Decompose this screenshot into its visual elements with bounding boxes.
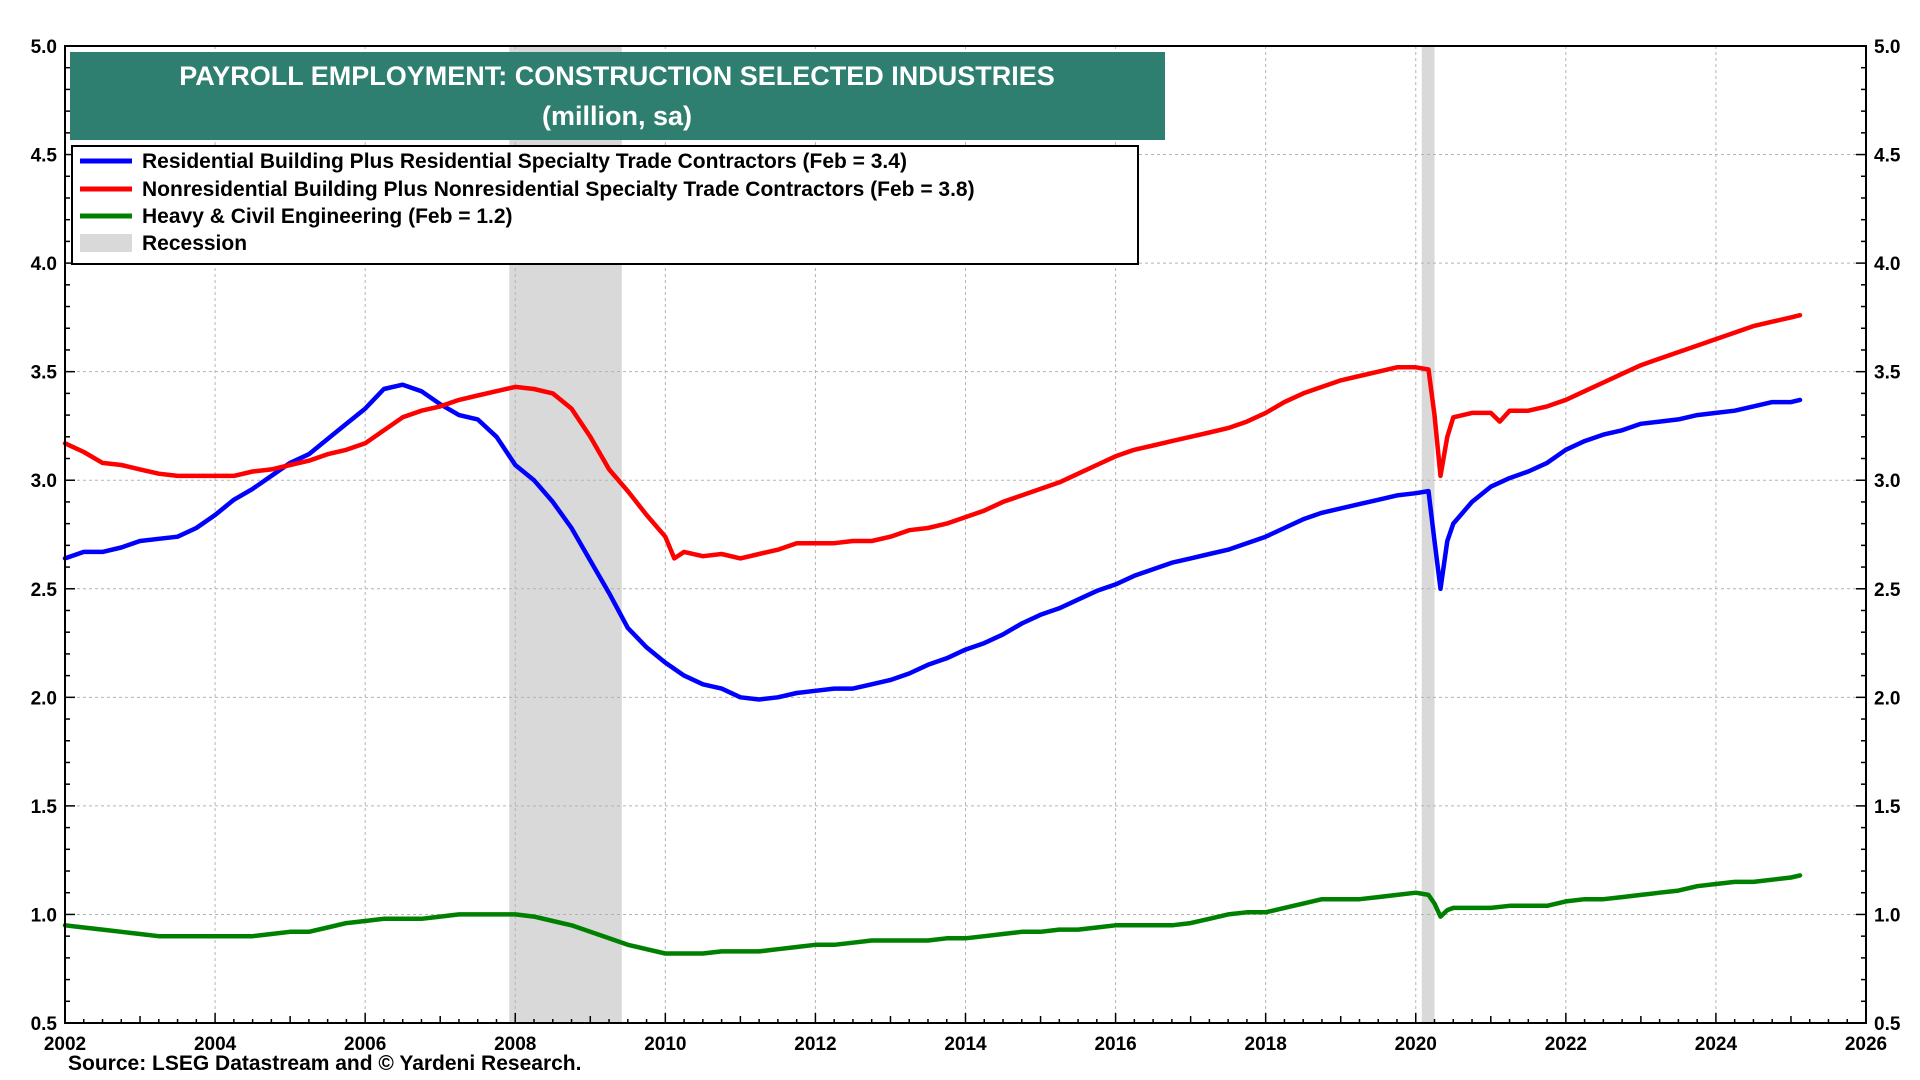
x-tick-label: 2024 bbox=[1695, 1034, 1738, 1055]
legend-label-2: Nonresidential Building Plus Nonresident… bbox=[142, 178, 975, 201]
x-tick-label: 2010 bbox=[644, 1034, 686, 1055]
x-tick-label: 2004 bbox=[194, 1034, 237, 1055]
y-tick-label-left: 3.0 bbox=[31, 471, 57, 492]
legend-label-3: Heavy & Civil Engineering (Feb = 1.2) bbox=[142, 205, 513, 228]
y-tick-label-right: 1.5 bbox=[1874, 797, 1901, 818]
x-tick-label: 2008 bbox=[494, 1034, 536, 1055]
x-tick-label: 2012 bbox=[794, 1034, 836, 1055]
x-tick-label: 2020 bbox=[1395, 1034, 1437, 1055]
x-tick-label: 2016 bbox=[1094, 1034, 1136, 1055]
source-note: Source: LSEG Datastream and © Yardeni Re… bbox=[68, 1052, 581, 1075]
x-tick-label: 2006 bbox=[344, 1034, 386, 1055]
y-tick-label-right: 2.5 bbox=[1874, 580, 1901, 601]
y-tick-label-left: 0.5 bbox=[31, 1014, 58, 1035]
y-tick-label-left: 2.0 bbox=[31, 688, 57, 709]
y-tick-label-left: 3.5 bbox=[31, 363, 58, 384]
legend-box bbox=[71, 145, 1139, 265]
series-line-1 bbox=[62, 382, 1803, 702]
y-tick-label-right: 4.0 bbox=[1874, 254, 1900, 275]
x-tick-label: 2014 bbox=[944, 1034, 987, 1055]
chart-title-box: PAYROLL EMPLOYMENT: CONSTRUCTION SELECTE… bbox=[70, 52, 1165, 140]
x-tick-label: 2018 bbox=[1245, 1034, 1287, 1055]
y-tick-label-right: 3.0 bbox=[1874, 471, 1900, 492]
legend-label-recession: Recession bbox=[142, 232, 247, 255]
y-tick-label-left: 5.0 bbox=[31, 37, 57, 58]
x-tick-label: 2002 bbox=[44, 1034, 86, 1055]
series-line-3 bbox=[62, 873, 1803, 956]
y-tick-label-left: 4.0 bbox=[31, 254, 57, 275]
recession-band-2 bbox=[1421, 46, 1435, 1023]
legend-label-1: Residential Building Plus Residential Sp… bbox=[142, 150, 907, 173]
legend-swatch-recession bbox=[80, 234, 132, 252]
series-lines bbox=[62, 312, 1803, 956]
y-tick-label-right: 5.0 bbox=[1874, 37, 1900, 58]
legend: Residential Building Plus Residential Sp… bbox=[71, 145, 1139, 265]
y-tick-label-left: 2.5 bbox=[31, 580, 58, 601]
chart-title: PAYROLL EMPLOYMENT: CONSTRUCTION SELECTE… bbox=[179, 61, 1055, 91]
axes: 0.5 0.5 1.0 1.0 1.5 1.5 2.0 2.0 2.5 2.5 3.0 3.0 3.5 3… bbox=[31, 37, 1901, 1055]
x-tick-label: 2022 bbox=[1545, 1034, 1587, 1055]
y-tick-label-right: 4.5 bbox=[1874, 146, 1901, 167]
y-tick-label-left: 1.0 bbox=[31, 905, 57, 926]
y-tick-label-left: 1.5 bbox=[31, 797, 58, 818]
x-tick-label: 2026 bbox=[1845, 1034, 1887, 1055]
y-tick-label-right: 2.0 bbox=[1874, 688, 1900, 709]
y-tick-label-right: 3.5 bbox=[1874, 363, 1901, 384]
y-tick-label-right: 0.5 bbox=[1874, 1014, 1901, 1035]
y-tick-label-right: 1.0 bbox=[1874, 905, 1900, 926]
title-background bbox=[70, 52, 1165, 140]
y-tick-label-left: 4.5 bbox=[31, 146, 58, 167]
chart-subtitle: (million, sa) bbox=[542, 101, 692, 131]
series-line-2 bbox=[62, 312, 1803, 561]
